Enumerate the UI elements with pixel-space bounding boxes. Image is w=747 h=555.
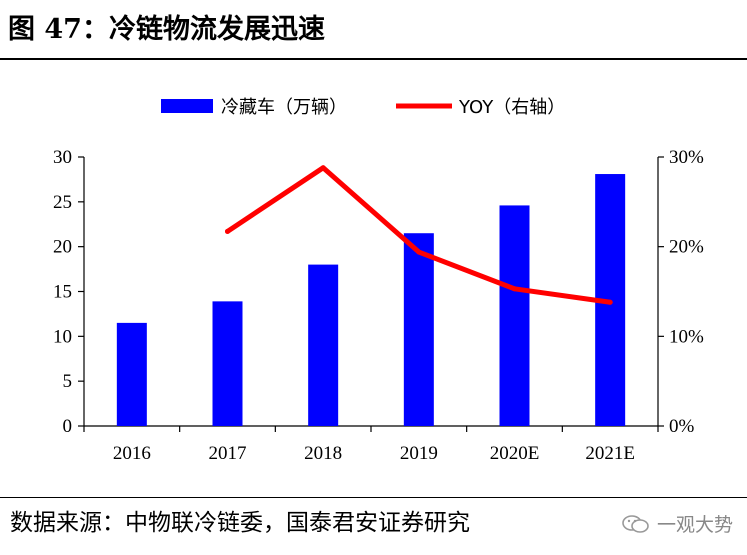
y2-tick-label: 30% xyxy=(669,147,704,168)
y-tick-label: 30 xyxy=(53,147,72,168)
yoy-point-2020E xyxy=(512,286,517,292)
tick-labels: 0 5 10 15 20 25 30 0% 10% 20% 30% 2016 2017 2018 2019 2… xyxy=(53,147,704,464)
source-note: 数据来源：中物联冷链委，国泰君安证券研究 xyxy=(10,510,470,536)
bar-2018 xyxy=(308,264,339,426)
bar-2017 xyxy=(212,301,243,426)
x-tick-label: 2018 xyxy=(304,443,342,464)
legend-bar-swatch xyxy=(161,99,213,113)
legend: 冷藏车（万辆） YOY（右轴） xyxy=(161,97,565,118)
chart-area: 冷藏车（万辆） YOY（右轴） 0 5 10 15 20 25 30 0% 10% 20% 30% 2… xyxy=(53,97,704,464)
watermark: 一观大势 xyxy=(621,510,733,537)
x-tick-label: 2016 xyxy=(113,443,151,464)
y2-tick-label: 20% xyxy=(669,237,704,258)
yoy-line xyxy=(225,165,613,305)
y-tick-label: 0 xyxy=(63,416,73,437)
yoy-point-2018 xyxy=(320,165,326,171)
legend-bar-label: 冷藏车（万辆） xyxy=(221,97,347,118)
y-tick-label: 20 xyxy=(53,237,72,258)
y-tick-label: 10 xyxy=(53,326,72,347)
legend-line-label: YOY（右轴） xyxy=(458,97,565,118)
yoy-point-2019 xyxy=(416,249,422,255)
y2-tick-label: 10% xyxy=(669,326,704,347)
y-tick-label: 5 xyxy=(63,371,73,392)
x-tick-label: 2019 xyxy=(400,443,438,464)
bar-2016 xyxy=(116,322,147,426)
chart-title: 图 47：冷链物流发展迅速 xyxy=(8,14,325,45)
x-tick-label: 2020E xyxy=(490,443,540,464)
title-rule xyxy=(0,58,747,60)
y-tick-label: 25 xyxy=(53,192,72,213)
yoy-point-2021E xyxy=(607,299,613,305)
bar-2020E xyxy=(499,205,530,426)
watermark-label: 一观大势 xyxy=(656,514,733,536)
x-tick-label: 2021E xyxy=(585,443,635,464)
wechat-icon xyxy=(622,514,649,533)
bar-2019 xyxy=(403,233,434,426)
x-tick-label: 2017 xyxy=(209,443,247,464)
axes xyxy=(78,156,664,432)
source-rule xyxy=(0,497,747,498)
y-tick-label: 15 xyxy=(53,282,72,303)
yoy-point-2017 xyxy=(225,228,230,234)
y2-tick-label: 0% xyxy=(669,416,695,437)
